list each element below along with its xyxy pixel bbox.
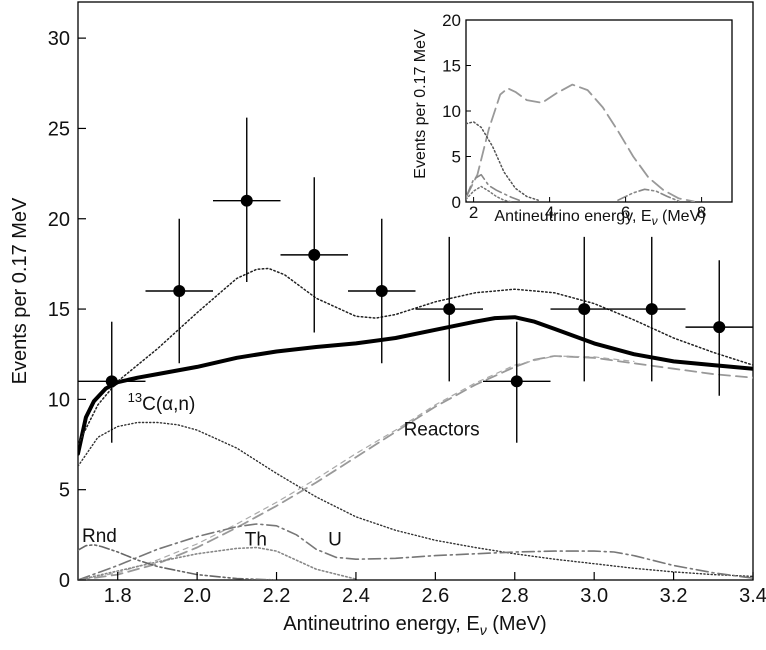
y-tick-label: 5 xyxy=(59,480,70,502)
y-tick-label: 0 xyxy=(59,570,70,592)
main-annotations: 13C(α,n) Reactors Rnd Th U xyxy=(82,390,480,550)
main-data-points xyxy=(78,117,753,443)
x-tick-label: 2.4 xyxy=(342,585,370,607)
y-tick-label: 10 xyxy=(48,389,70,411)
data-point-7 xyxy=(483,321,551,443)
data-point-10 xyxy=(685,260,753,396)
inset-y-ticks: 0 5 10 15 20 xyxy=(442,11,471,212)
inset-series-c13_inset xyxy=(466,121,539,201)
inset-series-group xyxy=(466,83,695,202)
main-x-axis-title-unit: (MeV) xyxy=(492,613,546,635)
main-series-reactors xyxy=(78,355,753,580)
inset-x-tick-label: 2 xyxy=(469,203,478,222)
main-series-reactors_thin xyxy=(78,355,635,580)
data-point-6 xyxy=(415,236,483,382)
x-tick-label: 2.2 xyxy=(263,585,291,607)
data-point-2 xyxy=(145,218,213,364)
main-series-th xyxy=(78,546,357,580)
inset-y-tick-label: 5 xyxy=(452,148,461,167)
inset-y-tick-label: 20 xyxy=(442,11,461,30)
point-marker xyxy=(308,248,321,261)
x-tick-label: 3.2 xyxy=(660,585,688,607)
point-marker xyxy=(713,321,726,334)
point-marker xyxy=(105,375,118,388)
inset-y-tick-label: 0 xyxy=(452,193,461,212)
annotation-2: Reactors xyxy=(404,420,480,441)
y-tick-label: 30 xyxy=(48,28,70,50)
y-tick-label: 15 xyxy=(48,299,70,321)
main-x-axis-title: Antineutrino energy, Eν (MeV) xyxy=(283,613,546,638)
point-marker xyxy=(173,285,186,297)
inset-x-tick-label: 4 xyxy=(545,203,554,222)
annotation-3: Rnd xyxy=(82,526,117,547)
inset-series-aux_inset_2 xyxy=(466,185,513,202)
inset-series-aux_inset_1 xyxy=(466,173,521,201)
x-tick-label: 2.0 xyxy=(183,585,211,607)
inset-x-axis-title-unit: (MeV) xyxy=(662,208,706,225)
inset-y-tick-label: 15 xyxy=(442,57,461,76)
main-y-axis-title: Events per 0.17 MeV xyxy=(9,197,31,384)
point-marker xyxy=(578,303,591,316)
x-tick-label: 2.6 xyxy=(421,585,449,607)
point-marker xyxy=(375,285,388,297)
inset-series-aux_inset_3 xyxy=(617,188,680,202)
inset-y-axis-title: Events per 0.17 MeV xyxy=(412,29,429,179)
main-y-ticks: 0 5 10 15 20 25 30 xyxy=(48,28,86,592)
main-series-total_dotted xyxy=(78,267,753,446)
inset-x-tick-label: 8 xyxy=(697,203,706,222)
inset-x-axis-title-sub: ν xyxy=(652,214,658,228)
y-tick-label: 25 xyxy=(48,118,70,140)
main-series-c13 xyxy=(78,421,753,578)
data-point-3 xyxy=(213,117,281,282)
main-x-axis-title-sub: ν xyxy=(480,622,487,638)
annotation-1: 13C(α,n) xyxy=(128,390,196,415)
inset-x-axis-title-text: Antineutrino energy, E xyxy=(494,208,651,225)
main-series-group xyxy=(78,267,753,580)
data-point-1 xyxy=(78,321,146,443)
point-marker xyxy=(240,194,253,207)
data-point-5 xyxy=(348,218,416,364)
data-point-4 xyxy=(280,177,348,333)
inset-series-reactors_inset xyxy=(466,83,695,202)
annotation-5: U xyxy=(328,530,342,551)
data-point-9 xyxy=(618,236,686,382)
inset-background xyxy=(465,19,733,203)
x-tick-label: 3.0 xyxy=(580,585,608,607)
main-series-u xyxy=(78,523,753,580)
x-tick-label: 2.8 xyxy=(501,585,529,607)
point-marker xyxy=(443,303,456,316)
x-tick-label: 1.8 xyxy=(104,585,132,607)
point-marker xyxy=(645,303,658,316)
main-x-ticks: 1.8 2.0 2.2 2.4 2.6 2.8 3.0 3.2 3.4 xyxy=(104,572,766,607)
inset-x-axis-title: Antineutrino energy, Eν (MeV) xyxy=(494,208,705,228)
x-tick-label: 3.4 xyxy=(739,585,766,607)
inset-x-tick-label: 6 xyxy=(621,203,630,222)
data-point-8 xyxy=(550,236,618,382)
inset-x-ticks: 2 4 6 8 xyxy=(469,197,706,222)
main-x-axis-title-text: Antineutrino energy, E xyxy=(283,613,479,635)
main-series-rnd xyxy=(78,543,278,580)
inset-y-tick-label: 10 xyxy=(442,102,461,121)
annotation-4: Th xyxy=(245,530,267,551)
y-tick-label: 20 xyxy=(48,209,70,231)
main-plot-frame xyxy=(77,1,754,581)
point-marker xyxy=(510,375,523,388)
